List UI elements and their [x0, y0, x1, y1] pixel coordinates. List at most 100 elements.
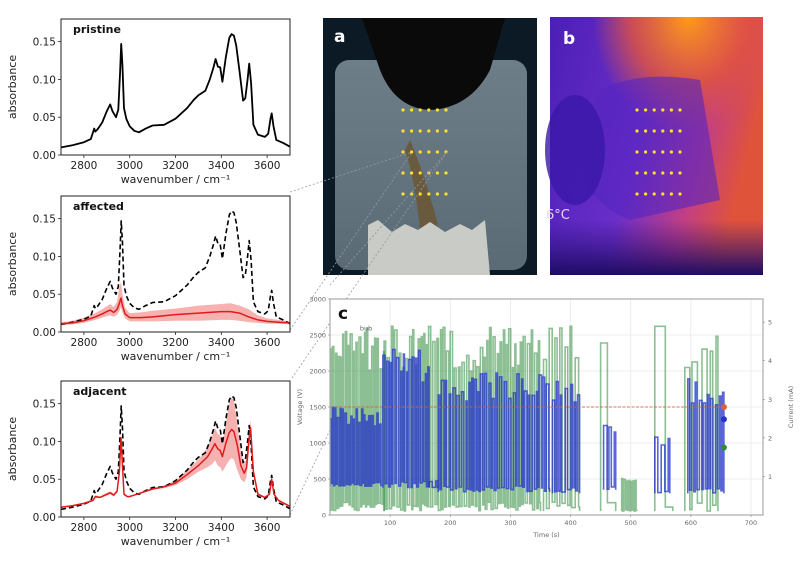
x-axis-label: wavenumber / cm⁻¹ [121, 173, 231, 186]
measurement-dot [435, 108, 439, 112]
thermal-cool-left [545, 95, 605, 205]
x-tick-label: 2800 [71, 337, 98, 349]
y2-tick-label: 2 [768, 434, 772, 442]
y-tick-label: 1500 [309, 404, 326, 412]
measurement-dot [444, 192, 448, 196]
measurement-dot [418, 150, 422, 154]
measurement-dot [644, 129, 648, 133]
x-tick-label: 3000 [116, 160, 143, 172]
measurement-grid-b [635, 108, 682, 196]
measurement-dot [669, 171, 674, 175]
measurement-dot [661, 129, 665, 133]
y2-tick-label: 3 [768, 396, 772, 404]
measurement-dot [678, 150, 682, 154]
y-tick-label: 0 [322, 512, 326, 520]
measurement-dot [401, 129, 405, 133]
y-tick-label: 0.15 [33, 399, 56, 411]
measurement-dot [644, 108, 648, 112]
y-tick-label: 0.10 [33, 251, 56, 263]
voltage-trace [437, 372, 551, 493]
measurement-dot [418, 129, 422, 133]
series-line-solid-black [61, 33, 290, 149]
y2-tick-label: 1 [768, 473, 772, 481]
callout-lines [289, 151, 448, 516]
current-trace [599, 342, 617, 512]
measurement-dot [435, 150, 439, 154]
spectrum-panel-pristine: 2800 3000 3200 3400 3600 0.00 0.05 0.10 0.15 wave… [6, 18, 291, 186]
measurement-dot [661, 171, 665, 175]
y-tick-label: 2000 [309, 368, 326, 376]
y-tick-label: 0.00 [33, 512, 56, 524]
measurement-dot [635, 192, 639, 196]
x-tick-label: 300 [504, 519, 516, 527]
measurement-dot [401, 171, 405, 175]
measurement-dot [401, 192, 405, 196]
y-tick-label: 0.05 [33, 112, 56, 124]
x-tick-label: 100 [384, 519, 396, 527]
measurement-dot [652, 150, 656, 154]
measurement-dot [644, 192, 648, 196]
measurement-dot [435, 171, 439, 175]
measurement-dot [661, 150, 665, 154]
measurement-dot [661, 108, 665, 112]
x-axis-label: wavenumber / cm⁻¹ [121, 535, 231, 548]
measurement-dot [678, 192, 682, 196]
measurement-dot [427, 192, 431, 196]
measurement-dot [635, 108, 639, 112]
measurement-dot [635, 129, 639, 133]
y-tick-label: 0.00 [33, 327, 56, 339]
x-axis-label: Time (s) [532, 531, 559, 539]
x-tick-label: 400 [564, 519, 576, 527]
y-tick-label: 0.15 [33, 214, 56, 226]
measurement-dot [444, 171, 448, 175]
measurement-dot [669, 129, 674, 133]
y-tick-label: 0.10 [33, 436, 56, 448]
measurement-dot [410, 171, 414, 175]
measurement-dot [678, 108, 682, 112]
measurement-dot [401, 150, 405, 154]
plot-series [61, 210, 290, 326]
y-tick-label: 0.00 [33, 150, 56, 162]
y2-tick-label: 4 [768, 357, 772, 365]
x-axis-label: wavenumber / cm⁻¹ [121, 350, 231, 363]
y-axis-label: absorbance [6, 55, 19, 119]
photo-b-thermal: b 6°C [545, 17, 763, 275]
measurement-dot [661, 192, 665, 196]
temperature-readout: 6°C [546, 208, 570, 223]
y-tick-label: 0.05 [33, 474, 56, 486]
x-tick-label: 3600 [254, 522, 281, 534]
y-axis-label: Voltage (V) [296, 389, 304, 425]
uncertainty-band-affected [61, 282, 290, 326]
measurement-dot [427, 108, 431, 112]
measurement-dot [678, 129, 682, 133]
y-axis-label: absorbance [6, 232, 19, 296]
photo-a-specimen: a [323, 18, 537, 275]
current-trace [330, 327, 385, 512]
x-tick-label: 3200 [162, 337, 189, 349]
measurement-dot [427, 129, 431, 133]
plot-series [330, 325, 725, 512]
measurement-dot [669, 108, 674, 112]
x-tick-label: 700 [745, 519, 757, 527]
measurement-dot [410, 129, 414, 133]
voltage-trace [687, 378, 725, 494]
current-trace [684, 335, 719, 512]
measurement-dot [644, 171, 648, 175]
measurement-dot [652, 171, 656, 175]
end-marker-setpoint [720, 404, 727, 410]
x-tick-label: 3000 [116, 337, 143, 349]
y2-tick-label: 5 [768, 319, 772, 327]
panel-title: pristine [73, 23, 121, 36]
x-tick-label: 2800 [71, 160, 98, 172]
x-tick-label: 500 [624, 519, 636, 527]
thermal-bottom-shade [550, 220, 763, 275]
spectrum-panel-affected: 2800 3000 3200 3400 3600 0.00 0.05 0.10 0.15 wave… [6, 195, 291, 363]
y-tick-label: 3000 [309, 296, 326, 304]
measurement-dot [652, 129, 656, 133]
electrical-chart: 100 200 300 400 500 600 700 0 500 1000 1500 2000 250… [296, 296, 795, 540]
lower-electrode [368, 220, 490, 275]
measurement-dot [410, 108, 414, 112]
measurement-dot [435, 129, 439, 133]
measurement-dot [427, 150, 431, 154]
